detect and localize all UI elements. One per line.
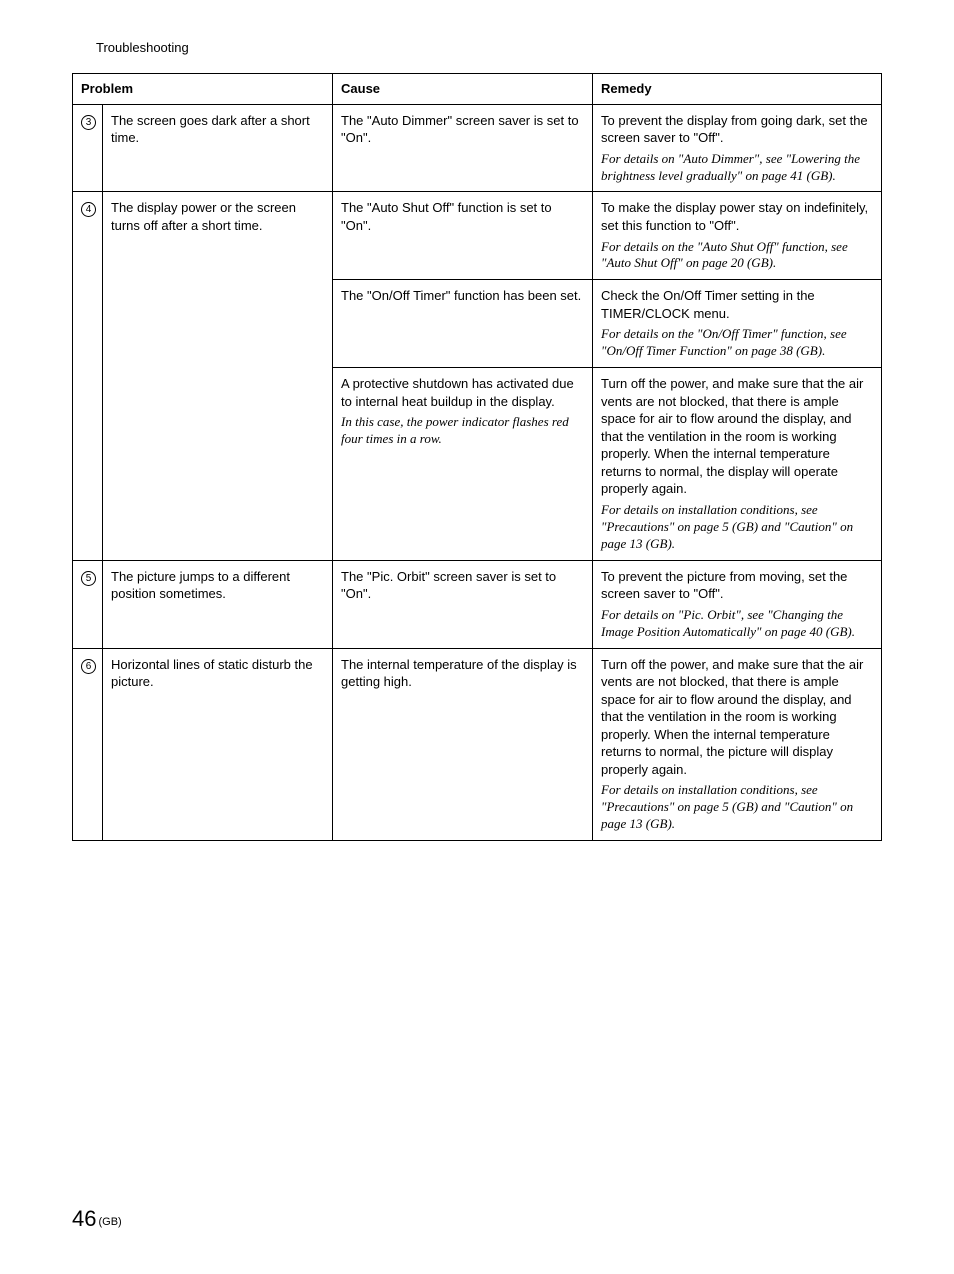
table-row: 3 The screen goes dark after a short tim… bbox=[73, 104, 882, 192]
remedy-text: To make the display power stay on indefi… bbox=[601, 199, 873, 234]
remedy-text: To prevent the display from going dark, … bbox=[601, 112, 873, 147]
problem-cell: The picture jumps to a different positio… bbox=[103, 560, 333, 648]
circled-number-icon: 5 bbox=[81, 571, 96, 586]
remedy-note: For details on "Pic. Orbit", see "Changi… bbox=[601, 607, 873, 641]
remedy-note: For details on installation conditions, … bbox=[601, 502, 873, 553]
remedy-text: Turn off the power, and make sure that t… bbox=[601, 656, 873, 779]
page-locale: (GB) bbox=[98, 1216, 121, 1228]
remedy-text: Turn off the power, and make sure that t… bbox=[601, 375, 873, 498]
table-header-row: Problem Cause Remedy bbox=[73, 74, 882, 105]
cause-text: A protective shutdown has activated due … bbox=[341, 376, 574, 409]
page-number-value: 46 bbox=[72, 1206, 96, 1231]
row-number: 6 bbox=[73, 648, 103, 841]
table-row: 6 Horizontal lines of static disturb the… bbox=[73, 648, 882, 841]
col-header-cause: Cause bbox=[333, 74, 593, 105]
problem-cell: Horizontal lines of static disturb the p… bbox=[103, 648, 333, 841]
remedy-cell: Check the On/Off Timer setting in the TI… bbox=[593, 280, 882, 368]
remedy-note: For details on the "On/Off Timer" functi… bbox=[601, 326, 873, 360]
circled-number-icon: 3 bbox=[81, 115, 96, 130]
remedy-cell: To prevent the picture from moving, set … bbox=[593, 560, 882, 648]
remedy-cell: Turn off the power, and make sure that t… bbox=[593, 368, 882, 561]
remedy-cell: To prevent the display from going dark, … bbox=[593, 104, 882, 192]
cause-cell: A protective shutdown has activated due … bbox=[333, 368, 593, 561]
circled-number-icon: 6 bbox=[81, 659, 96, 674]
remedy-note: For details on the "Auto Shut Off" funct… bbox=[601, 239, 873, 273]
problem-cell: The screen goes dark after a short time. bbox=[103, 104, 333, 192]
row-number: 4 bbox=[73, 192, 103, 560]
row-number: 3 bbox=[73, 104, 103, 192]
remedy-cell: Turn off the power, and make sure that t… bbox=[593, 648, 882, 841]
section-header: Troubleshooting bbox=[96, 40, 882, 55]
remedy-text: Check the On/Off Timer setting in the TI… bbox=[601, 287, 873, 322]
cause-cell: The "Pic. Orbit" screen saver is set to … bbox=[333, 560, 593, 648]
table-row: 5 The picture jumps to a different posit… bbox=[73, 560, 882, 648]
troubleshooting-table: Problem Cause Remedy 3 The screen goes d… bbox=[72, 73, 882, 841]
col-header-remedy: Remedy bbox=[593, 74, 882, 105]
cause-note: In this case, the power indicator flashe… bbox=[341, 414, 584, 448]
remedy-text: To prevent the picture from moving, set … bbox=[601, 568, 873, 603]
cause-cell: The internal temperature of the display … bbox=[333, 648, 593, 841]
col-header-problem: Problem bbox=[73, 74, 333, 105]
page-number: 46(GB) bbox=[72, 1206, 122, 1232]
remedy-cell: To make the display power stay on indefi… bbox=[593, 192, 882, 280]
problem-cell: The display power or the screen turns of… bbox=[103, 192, 333, 560]
row-number: 5 bbox=[73, 560, 103, 648]
remedy-note: For details on installation conditions, … bbox=[601, 782, 873, 833]
remedy-note: For details on "Auto Dimmer", see "Lower… bbox=[601, 151, 873, 185]
cause-cell: The "Auto Dimmer" screen saver is set to… bbox=[333, 104, 593, 192]
circled-number-icon: 4 bbox=[81, 202, 96, 217]
table-row: 4 The display power or the screen turns … bbox=[73, 192, 882, 280]
cause-cell: The "Auto Shut Off" function is set to "… bbox=[333, 192, 593, 280]
cause-cell: The "On/Off Timer" function has been set… bbox=[333, 280, 593, 368]
page: Troubleshooting Problem Cause Remedy 3 T… bbox=[0, 0, 954, 1274]
